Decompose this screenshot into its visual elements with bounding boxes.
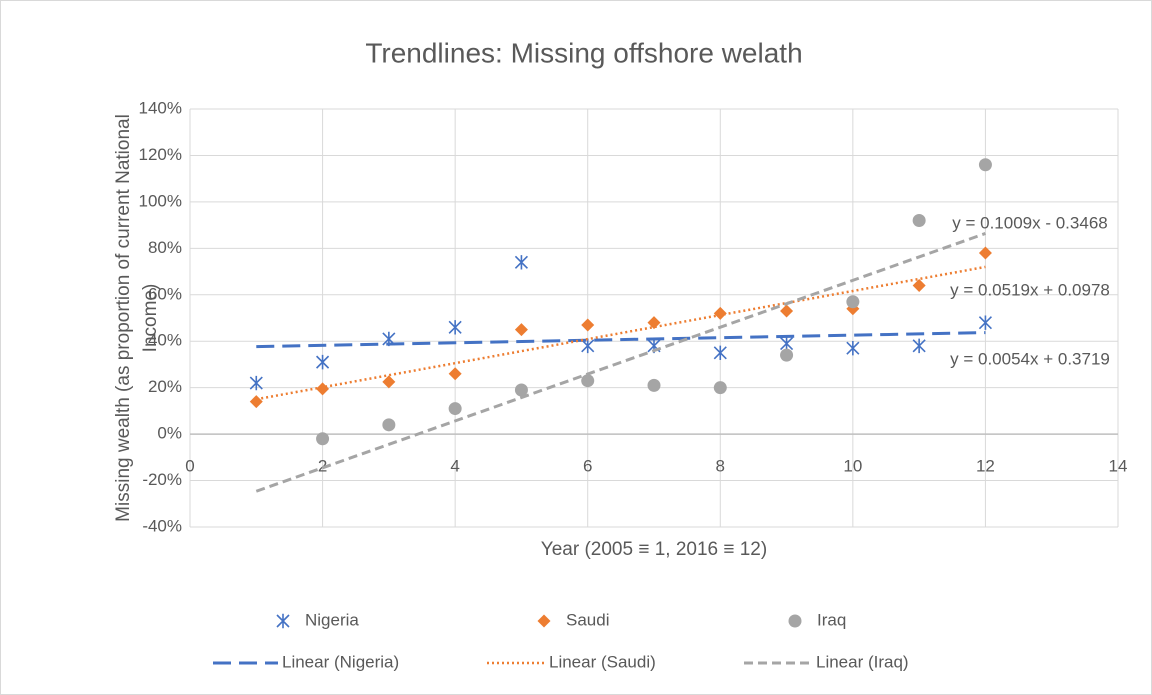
x-tick-label: 14 xyxy=(1109,457,1128,476)
point xyxy=(846,295,860,309)
point xyxy=(846,340,860,356)
legend-label: Linear (Iraq) xyxy=(816,652,909,671)
x-tick-label: 6 xyxy=(583,457,592,476)
point xyxy=(249,375,263,391)
x-tick-label: 10 xyxy=(843,457,862,476)
y-tick-label: 20% xyxy=(148,377,182,396)
x-tick-label: 8 xyxy=(716,457,725,476)
x-axis-title: Year (2005 ≡ 1, 2016 ≡ 12) xyxy=(541,539,767,560)
point xyxy=(581,318,595,332)
point xyxy=(382,418,396,432)
legend-label: Linear (Saudi) xyxy=(549,652,656,671)
trendline xyxy=(255,232,986,493)
point xyxy=(448,320,462,335)
y-tick-label: 140% xyxy=(139,98,182,117)
y-tick-label: 0% xyxy=(157,424,182,443)
point xyxy=(912,213,926,227)
trend-equation: y = 0.1009x - 0.3468 xyxy=(952,213,1107,232)
y-tick-label: 40% xyxy=(148,331,182,350)
y-tick-label: 100% xyxy=(139,191,182,210)
point xyxy=(249,395,263,409)
legend-label: Saudi xyxy=(566,610,609,629)
point xyxy=(514,383,528,397)
y-tick-label: -20% xyxy=(142,470,182,489)
y-tick-label: 120% xyxy=(139,145,182,164)
point xyxy=(514,255,528,270)
point xyxy=(448,402,462,416)
trend-equation: y = 0.0519x + 0.0978 xyxy=(950,280,1110,299)
point xyxy=(581,338,595,354)
point xyxy=(713,381,727,395)
point xyxy=(448,367,462,381)
point xyxy=(780,304,794,318)
point xyxy=(316,432,330,446)
legend-marker xyxy=(788,614,802,628)
x-tick-label: 12 xyxy=(976,457,995,476)
x-tick-label: 0 xyxy=(185,457,194,476)
y-axis-title: Missing wealth (as proportion of current… xyxy=(113,114,161,522)
y-tick-label: -40% xyxy=(142,516,182,535)
point xyxy=(647,316,661,330)
point xyxy=(978,158,992,172)
trendline xyxy=(256,331,986,349)
point xyxy=(713,306,727,320)
legend-marker xyxy=(276,613,290,629)
point xyxy=(780,336,794,351)
point xyxy=(912,278,926,292)
y-tick-label: 80% xyxy=(148,238,182,257)
y-tick-label: 60% xyxy=(148,284,182,303)
point xyxy=(514,323,528,337)
trendline xyxy=(256,265,986,401)
point xyxy=(978,246,992,260)
x-tick-label: 4 xyxy=(450,457,459,476)
legend-label: Iraq xyxy=(817,610,846,629)
legend-marker xyxy=(537,614,551,628)
point xyxy=(581,374,595,388)
trend-equation: y = 0.0054x + 0.3719 xyxy=(950,349,1110,368)
legend-label: Nigeria xyxy=(305,610,359,629)
point xyxy=(713,345,727,361)
legend-label: Linear (Nigeria) xyxy=(282,652,399,671)
chart-title: Trendlines: Missing offshore welath xyxy=(365,37,802,68)
point xyxy=(382,375,396,389)
point xyxy=(647,378,661,392)
point xyxy=(316,354,330,370)
point xyxy=(780,348,794,362)
x-tick-label: 2 xyxy=(318,457,327,476)
point xyxy=(912,338,926,354)
point xyxy=(978,315,992,330)
